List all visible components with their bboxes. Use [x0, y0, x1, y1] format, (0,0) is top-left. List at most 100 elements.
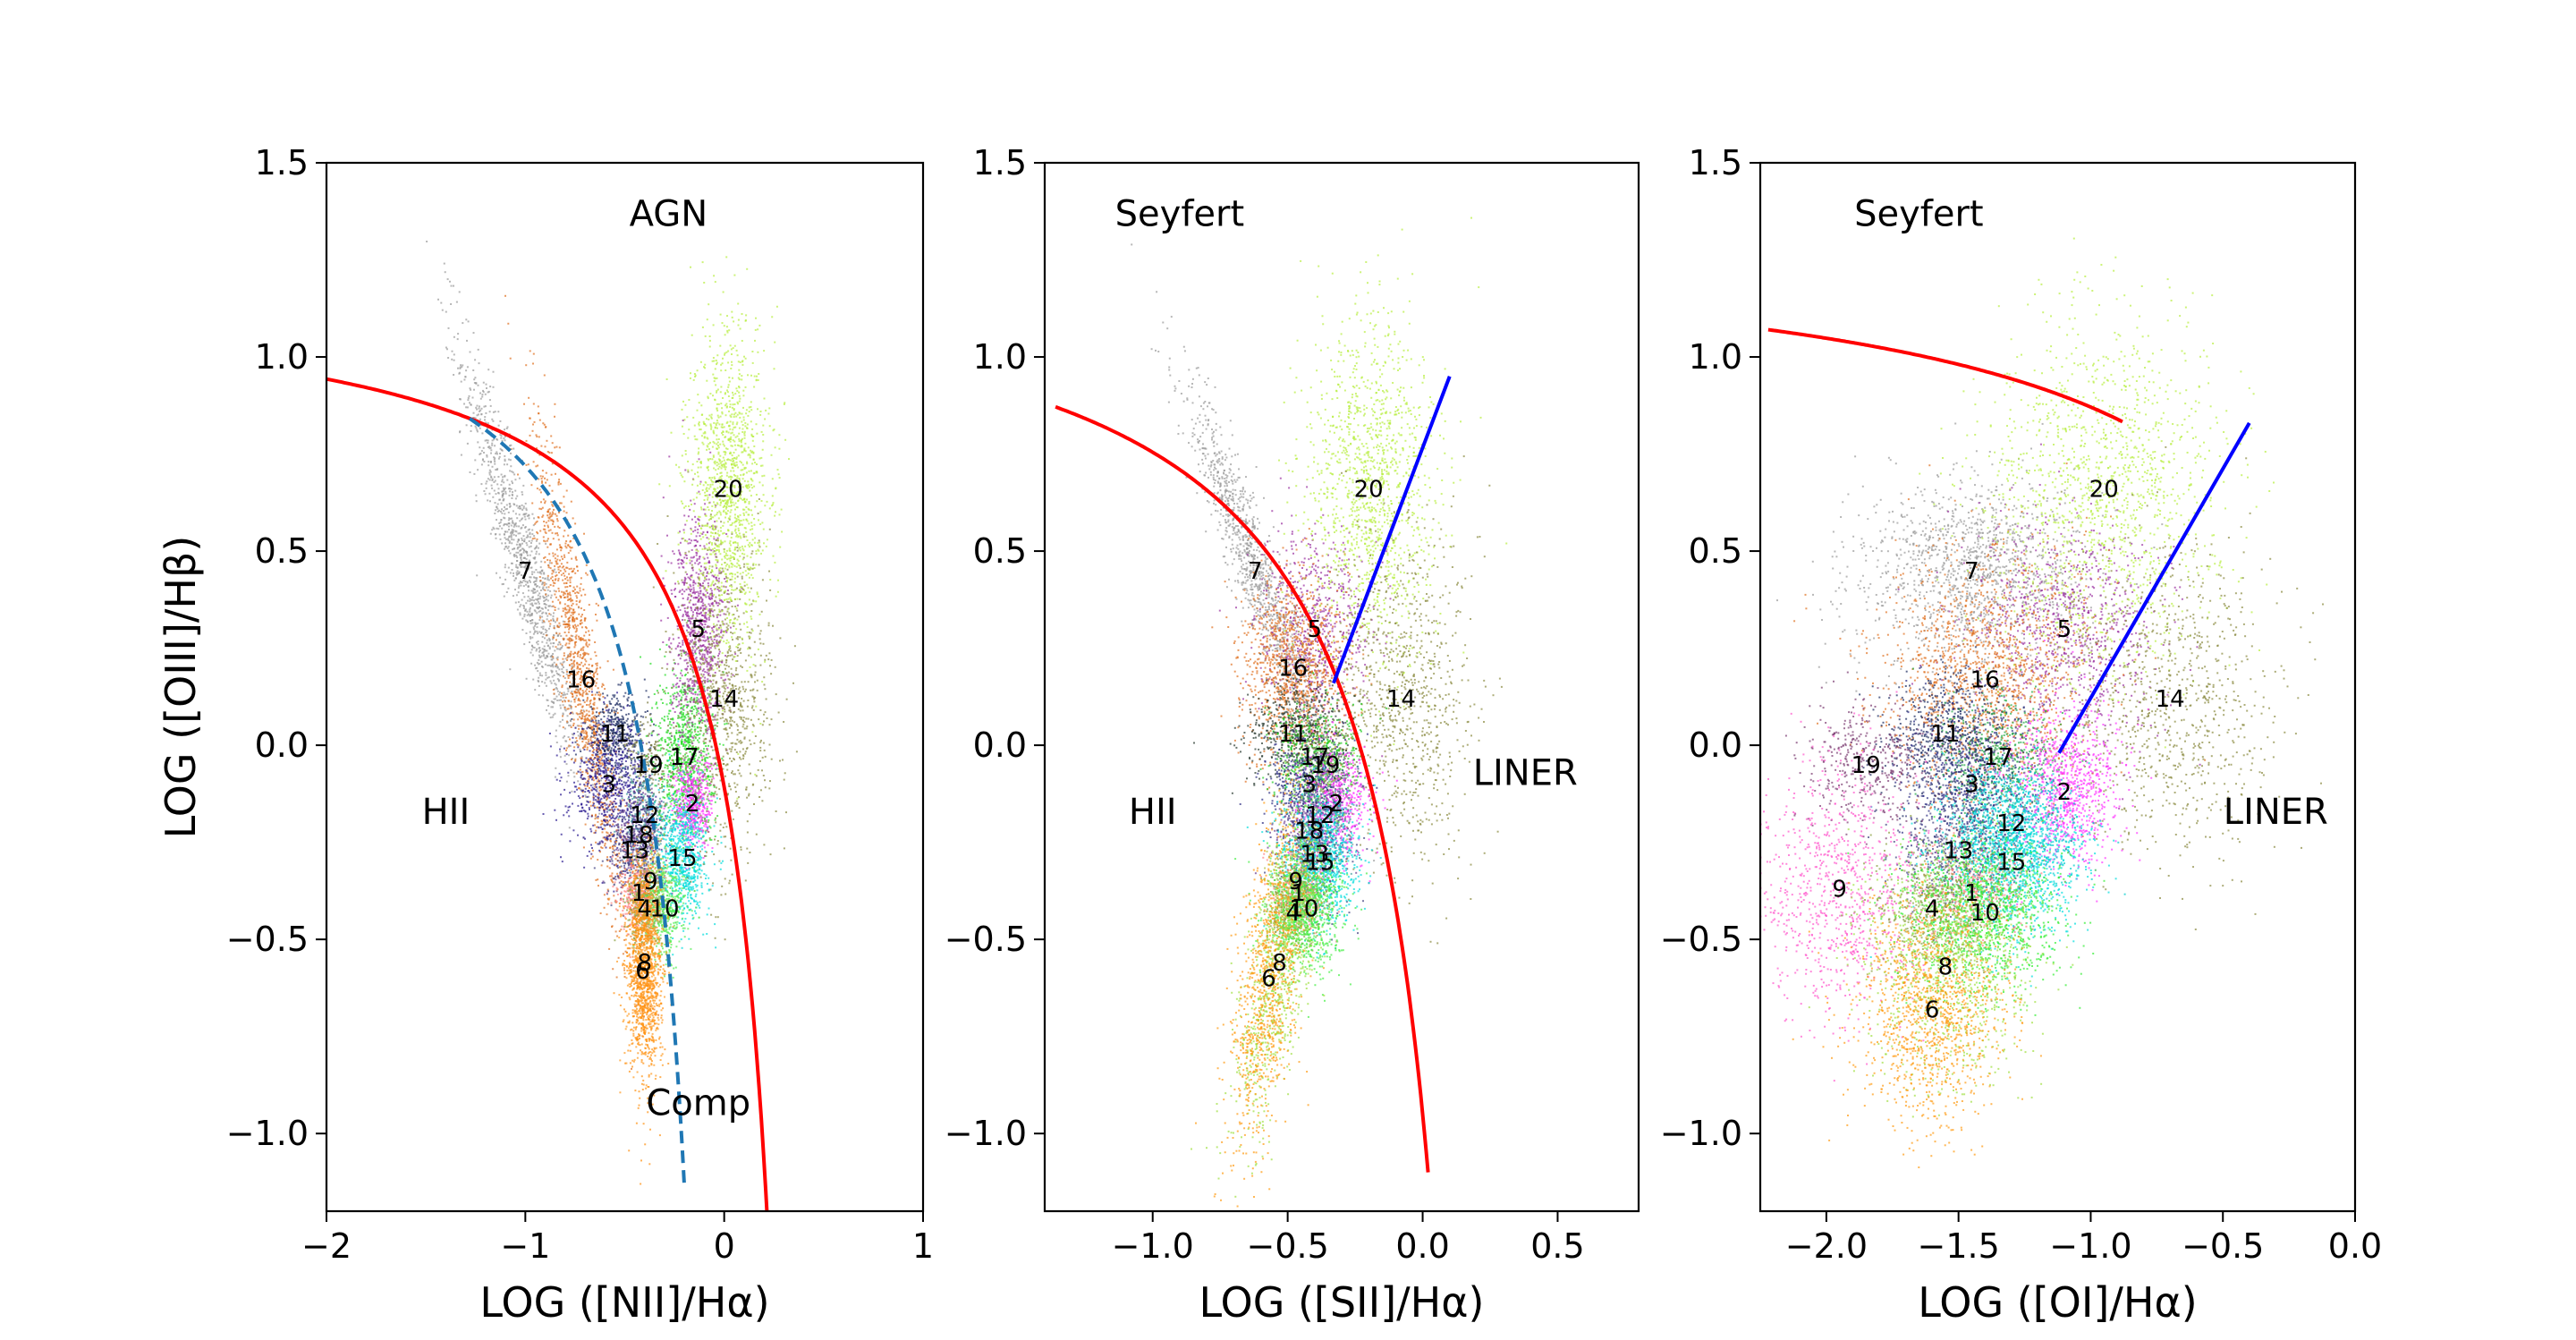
scatter-point	[534, 622, 537, 624]
scatter-point	[537, 606, 539, 609]
scatter-point	[458, 371, 461, 374]
scatter-point	[560, 546, 563, 548]
scatter-point	[535, 465, 538, 468]
scatter-point	[574, 759, 577, 762]
scatter-point	[529, 606, 531, 609]
scatter-point	[603, 772, 606, 775]
scatter-point	[531, 573, 534, 575]
scatter-point	[626, 755, 629, 758]
scatter-point	[636, 803, 639, 806]
scatter-point	[548, 639, 551, 641]
scatter-point	[601, 762, 604, 765]
scatter-point	[499, 447, 502, 450]
scatter-point	[572, 537, 575, 539]
scatter-point	[588, 790, 590, 792]
scatter-point	[654, 769, 657, 772]
scatter-point	[497, 491, 500, 494]
scatter-point	[609, 786, 612, 789]
scatter-point	[635, 847, 638, 850]
scatter-point	[609, 825, 611, 827]
scatter-point	[538, 572, 541, 574]
scatter-point	[565, 642, 568, 645]
scatter-point	[621, 827, 623, 829]
scatter-point	[657, 814, 659, 817]
scatter-point	[604, 752, 606, 755]
scatter-point	[557, 626, 560, 629]
scatter-point	[613, 800, 615, 802]
scatter-point	[600, 812, 603, 815]
scatter-point	[552, 615, 555, 617]
scatter-point	[535, 539, 538, 542]
scatter-point	[479, 397, 482, 400]
scatter-point	[596, 771, 597, 774]
scatter-point	[578, 787, 580, 790]
scatter-point	[503, 497, 505, 500]
scatter-point	[640, 715, 642, 717]
scatter-point	[629, 740, 631, 742]
scatter-point	[583, 639, 586, 641]
scatter-point	[591, 719, 594, 722]
scatter-point	[504, 508, 507, 511]
scatter-point	[528, 396, 530, 399]
scatter-point	[504, 487, 507, 489]
scatter-point	[597, 859, 599, 861]
scatter-point	[496, 438, 499, 441]
scatter-point	[606, 831, 608, 834]
scatter-point	[566, 708, 569, 710]
scatter-point	[559, 502, 562, 505]
scatter-point	[524, 581, 527, 583]
scatter-point	[629, 852, 631, 854]
scatter-point	[543, 572, 546, 574]
scatter-point	[560, 699, 563, 701]
scatter-point	[588, 691, 590, 692]
scatter-point	[552, 580, 554, 581]
scatter-point	[570, 640, 572, 642]
scatter-point	[585, 692, 588, 695]
scatter-point	[565, 547, 568, 549]
scatter-point	[589, 775, 591, 777]
scatter-point	[546, 630, 548, 632]
scatter-point	[640, 819, 643, 821]
scatter-point	[531, 513, 534, 515]
scatter-point	[619, 860, 622, 862]
scatter-point	[682, 769, 684, 772]
scatter-point	[564, 570, 567, 572]
scatter-point	[556, 648, 558, 650]
scatter-point	[585, 761, 588, 764]
scatter-point	[608, 846, 611, 849]
scatter-point	[577, 770, 580, 773]
scatter-point	[568, 725, 570, 727]
scatter-point	[641, 818, 643, 820]
scatter-point	[631, 758, 633, 760]
scatter-point	[597, 772, 599, 775]
scatter-point	[522, 507, 525, 510]
scatter-point	[538, 662, 541, 665]
scatter-point	[555, 590, 557, 593]
scatter-point	[515, 530, 518, 533]
scatter-point	[531, 598, 533, 601]
scatter-point	[661, 736, 664, 739]
scatter-point	[577, 734, 580, 737]
scatter-point	[614, 802, 616, 805]
scatter-point	[640, 827, 642, 829]
scatter-point	[613, 731, 615, 734]
scatter-point	[611, 772, 614, 775]
scatter-point	[507, 587, 510, 589]
scatter-point	[572, 626, 575, 628]
scatter-point	[616, 853, 619, 856]
scatter-point	[487, 422, 489, 425]
scatter-point	[656, 701, 657, 704]
scatter-point	[556, 666, 559, 668]
scatter-point	[565, 681, 568, 683]
scatter-point	[591, 759, 594, 761]
scatter-point	[594, 715, 597, 717]
scatter-point	[504, 566, 506, 569]
scatter-point	[542, 653, 545, 656]
scatter-point	[606, 793, 608, 796]
scatter-point	[559, 624, 562, 627]
scatter-point	[555, 548, 558, 551]
scatter-point	[621, 793, 623, 794]
scatter-point	[670, 764, 673, 767]
scatter-point	[479, 418, 481, 420]
scatter-point	[570, 576, 572, 579]
